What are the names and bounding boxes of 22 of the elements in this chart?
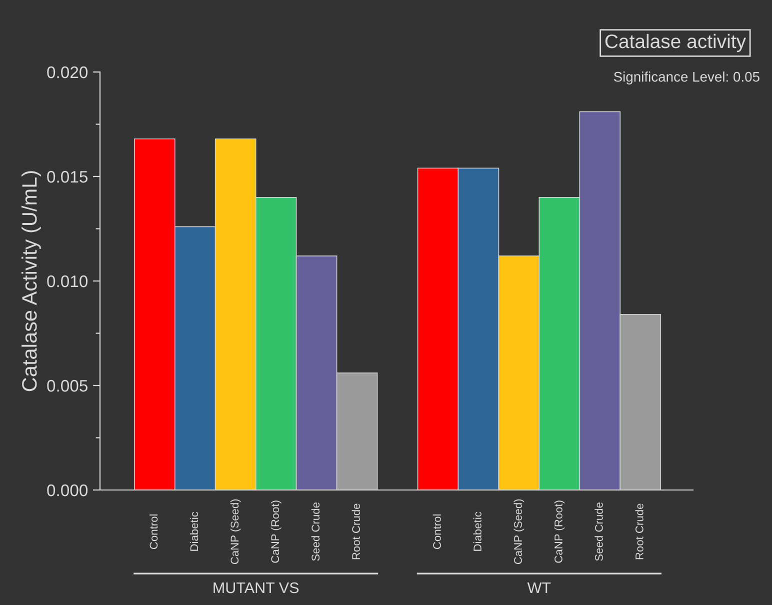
x-tick-label: CaNP (Seed)	[230, 499, 241, 564]
y-tick-label: 0.005	[47, 380, 88, 392]
x-tick-label: CaNP (Seed)	[514, 499, 524, 564]
y-axis-title: Catalase Activity (U/mL)	[22, 171, 41, 392]
x-tick-label: Root Crude	[352, 504, 360, 560]
y-tick-label: 0.010	[47, 275, 88, 288]
y-tick-label: 0.015	[47, 170, 88, 183]
x-tick-label: Control	[149, 514, 158, 550]
chart-title: Catalase activity	[605, 34, 746, 52]
y-tick-label: 0.020	[47, 66, 88, 78]
x-tick-label: CaNP (Root)	[554, 500, 565, 563]
y-tick-label: 0.000	[47, 484, 88, 496]
x-tick-label: Diabetic	[190, 512, 198, 551]
x-tick-label: Diabetic	[473, 512, 482, 551]
annotation: Significance Level: 0.05	[614, 72, 760, 84]
x-tick-label: CaNP (Root)	[270, 500, 282, 563]
x-tick-label: Control	[432, 514, 441, 550]
x-tick-label: Seed Crude	[311, 502, 320, 561]
x-tick-label: Root Crude	[635, 504, 644, 560]
text: WT	[527, 582, 551, 594]
text: MUTANT VS	[214, 582, 299, 594]
x-tick-label: Seed Crude	[594, 502, 603, 561]
